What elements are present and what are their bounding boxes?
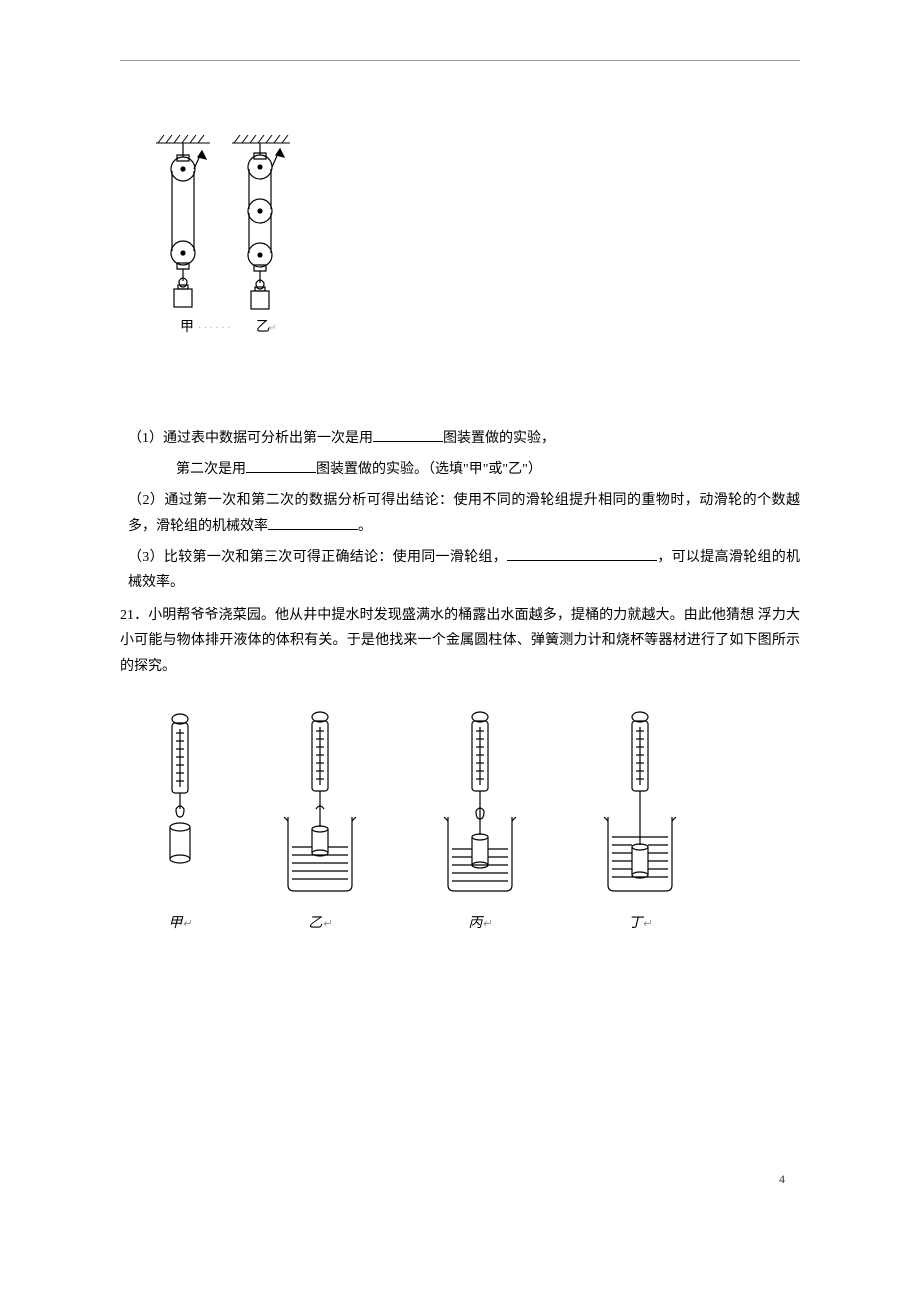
q20-sub2: （2）通过第一次和第二次的数据分析可得出结论：使用不同的滑轮组提升相同的重物时，…: [120, 488, 800, 538]
q20-sub1-line2: 第二次是用 图装置做的实验。（选填"甲"或"乙"）: [120, 457, 800, 482]
fig-b: 乙↵: [270, 709, 370, 932]
fig-b-label: 乙: [308, 916, 322, 931]
q20-sub3-a: （3）比较第一次和第三次可得正确结论：使用同一滑轮组，: [128, 550, 507, 565]
q20-sub1-d: 图装置做的实验。（选填"甲"或"乙"）: [316, 462, 542, 477]
q20-sub1-b: 图装置做的实验，: [443, 431, 555, 446]
fig-c: 丙↵: [430, 709, 530, 932]
pulley-label-left: 甲: [180, 320, 194, 335]
fig-d: 丁↵: [590, 709, 690, 932]
q20-sub1: （1）通过表中数据可分析出第一次是用 图装置做的实验，: [120, 426, 800, 451]
q21-label: 21．: [120, 608, 148, 623]
return-icon: ↵: [322, 918, 331, 930]
fig-c-label: 丙: [468, 916, 482, 931]
q20-sub2-a: （2）通过第一次和第二次的数据分析可得出结论：使用不同的滑轮组提升相同的重物时，…: [128, 493, 800, 533]
q21-text: 小明帮爷爷浇菜园。他从井中提水时发现盛满水的桶露出水面越多，提桶的力就越大。由此…: [120, 608, 800, 673]
blank: [373, 427, 443, 442]
return-icon: ↵: [182, 918, 191, 930]
svg-text:↵: ↵: [268, 323, 276, 334]
q20-sub1-c: 第二次是用: [176, 462, 246, 477]
page-number: 4: [779, 1172, 785, 1187]
return-icon: ↵: [642, 918, 651, 930]
q20-sub1-a: （1）通过表中数据可分析出第一次是用: [128, 431, 373, 446]
buoyancy-figures: 甲↵: [150, 709, 800, 932]
blank: [268, 515, 358, 530]
fig-d-label: 丁: [628, 916, 642, 931]
q21: 21．小明帮爷爷浇菜园。他从井中提水时发现盛满水的桶露出水面越多，提桶的力就越大…: [120, 603, 800, 679]
q20-sub3: （3）比较第一次和第三次可得正确结论：使用同一滑轮组，，可以提高滑轮组的机械效率…: [120, 545, 800, 595]
pulley-diagram: 甲 · · · · · · 乙 ↵: [150, 131, 800, 366]
blank: [246, 458, 316, 473]
svg-text:· · · · · ·: · · · · · ·: [198, 323, 230, 334]
top-rule: [120, 60, 800, 61]
fig-a: 甲↵: [150, 709, 210, 932]
blank: [507, 546, 657, 561]
q20-sub2-b: 。: [358, 519, 372, 534]
return-icon: ↵: [482, 918, 491, 930]
fig-a-label: 甲: [168, 916, 182, 931]
